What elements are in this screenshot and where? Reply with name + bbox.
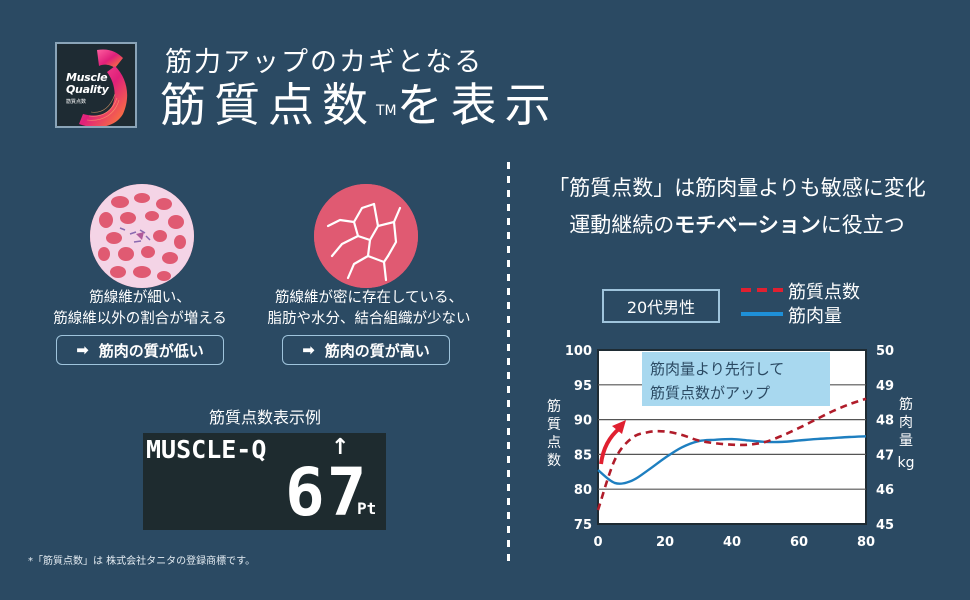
low-quality-result-box: ➡ 筋肉の質が低い [56, 335, 224, 365]
annotation-line1: 筋肉量より先行して [650, 360, 784, 378]
y-axis-left-label: 筋 質 点 数 [546, 398, 562, 470]
high-quality-result-box: ➡ 筋肉の質が高い [282, 335, 450, 365]
headline-line1: 「筋質点数」は筋肉量よりも敏感に変化 [548, 176, 926, 200]
flexed-arm-icon [79, 49, 128, 126]
y-right-tick: 47 [876, 448, 894, 463]
header-subtitle: 筋力アップのカギとなる [165, 47, 484, 78]
y-right-tick: 45 [876, 518, 894, 533]
trademark-footnote: *「筋質点数」は 株式会社タニタの登録商標です。 [28, 556, 256, 567]
headline-line2-bold: モチベーション [674, 213, 821, 237]
y-left-tick: 80 [574, 483, 592, 498]
high-quality-description: 筋線維が密に存在している、 脂肪や水分、結合組織が少ない [260, 288, 478, 330]
legend-muscle-mass: 筋肉量 [788, 306, 842, 327]
y-left-tick: 90 [574, 414, 592, 429]
right-arrow-icon: ➡ [302, 341, 315, 359]
display-example-label: 筋質点数表示例 [208, 408, 321, 427]
lcd-value: 67 [285, 454, 369, 531]
high-desc-line2: 脂肪や水分、結合組織が少ない [267, 311, 471, 327]
x-tick: 20 [656, 535, 674, 550]
x-tick: 40 [723, 535, 741, 550]
x-tick: 80 [857, 535, 875, 550]
y-right-tick: 50 [876, 344, 894, 359]
y-left-char: 点 [547, 435, 561, 451]
legend-dashed-swatch [741, 288, 783, 292]
low-quality-result-label: 筋肉の質が低い [98, 341, 204, 360]
headline-line2-pre: 運動継続の [569, 213, 675, 237]
logo-text-quality: Quality [66, 83, 109, 96]
header-title: 筋質点数TMを表示 [160, 76, 559, 134]
high-desc-line1: 筋線維が密に存在している、 [274, 290, 464, 306]
y-left-tick: 75 [574, 518, 592, 533]
red-arrow-head-icon [612, 420, 626, 434]
trademark-mark: TM [376, 103, 397, 119]
title-rest: を表示 [396, 78, 559, 132]
legend-solid-swatch [741, 312, 783, 316]
y-right-char: 筋 [899, 397, 913, 413]
x-tick: 0 [593, 535, 602, 550]
dashed-divider [507, 162, 510, 566]
y-right-char: 量 [899, 433, 913, 449]
y-right-tick: 48 [876, 414, 894, 429]
annotation-line2: 筋質点数がアップ [650, 384, 770, 402]
y-right-tick: 46 [876, 483, 894, 498]
high-quality-result-label: 筋肉の質が高い [324, 341, 430, 360]
group-label-box: 20代男性 [602, 289, 720, 323]
logo-text-jp: 筋質点数 [66, 99, 87, 105]
y-left-tick: 85 [574, 448, 592, 463]
title-main: 筋質点数 [160, 78, 376, 132]
y-right-char: kg [897, 455, 915, 471]
lcd-label: MUSCLE-Q [146, 435, 267, 464]
legend-muscle-quality: 筋質点数 [788, 282, 860, 303]
right-headline: 「筋質点数」は筋肉量よりも敏感に変化 運動継続のモチベーションに役立つ [512, 170, 962, 244]
low-desc-line2: 筋線維以外の割合が増える [53, 311, 227, 327]
y-left-char: 数 [547, 453, 561, 469]
logo-text-muscle: Muscle [66, 71, 108, 84]
y-left-char: 筋 [547, 399, 561, 415]
muscle-quality-chart: 75 80 85 90 95 100 45 46 47 48 49 50 0 20 40 60 80 筋肉量より先… [565, 344, 894, 550]
muscle-cross-section-low-icon [90, 184, 194, 288]
low-quality-description: 筋線維が細い、 筋線維以外の割合が増える [42, 288, 238, 330]
y-axis-right-label: 筋 肉 量 kg [896, 396, 916, 472]
y-left-tick: 95 [574, 379, 592, 394]
headline-line2-post: に役立つ [820, 213, 905, 237]
y-right-char: 肉 [899, 415, 913, 431]
up-arrow-icon: ↑ [331, 435, 350, 460]
y-right-tick: 49 [876, 379, 894, 394]
low-desc-line1: 筋線維が細い、 [89, 290, 191, 306]
muscle-cross-section-high-icon [314, 184, 418, 288]
muscle-quality-logo: Muscle Quality 筋質点数 [55, 42, 137, 128]
muscle-mass-line [597, 435, 867, 485]
lcd-unit: Pt [357, 499, 377, 518]
x-tick: 60 [790, 535, 808, 550]
y-left-tick: 100 [565, 344, 592, 359]
y-left-char: 質 [547, 417, 561, 433]
annotation-box [642, 352, 830, 406]
right-arrow-icon: ➡ [76, 341, 89, 359]
lcd-display-example: MUSCLE-Q ↑ 67 Pt [143, 433, 386, 531]
muscle-quality-line [596, 397, 867, 511]
headline-line2: 運動継続のモチベーションに役立つ [512, 207, 962, 244]
